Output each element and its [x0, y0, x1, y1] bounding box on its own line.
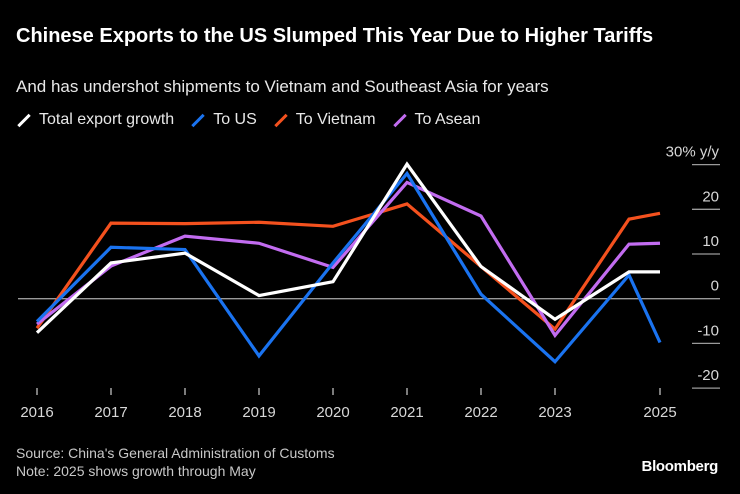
- bloomberg-logo: Bloomberg: [641, 458, 719, 475]
- chart-title: Chinese Exports to the US Slumped This Y…: [16, 25, 654, 47]
- x-tick-label: 2020: [316, 404, 349, 421]
- y-tick-label: -20: [697, 367, 719, 384]
- y-tick-label: 10: [702, 233, 719, 250]
- x-tick-label: 2023: [538, 404, 571, 421]
- x-tick-label: 2025: [643, 404, 676, 421]
- y-tick-label: 20: [702, 188, 719, 205]
- y-tick-label: 0: [711, 278, 719, 295]
- x-tick-label: 2017: [94, 404, 127, 421]
- x-tick-label: 2016: [20, 404, 53, 421]
- series-line-total-export-growth: [35, 161, 660, 334]
- source-note: Source: China's General Administration o…: [16, 445, 335, 461]
- legend-label: To Asean: [414, 111, 481, 128]
- series-line-to-vietnam: [35, 202, 661, 332]
- legend-item-total: Total export growth: [16, 111, 174, 129]
- x-tick-label: 2022: [464, 404, 497, 421]
- x-tick-label: 2021: [390, 404, 423, 421]
- legend-item-asean: To Asean: [392, 111, 481, 129]
- chart-subtitle: And has undershot shipments to Vietnam a…: [16, 77, 549, 96]
- y-tick-label: 30% y/y: [666, 144, 720, 161]
- legend: Total export growth To US To Vietnam To …: [16, 111, 480, 129]
- footer: Source: China's General Administration o…: [16, 444, 335, 480]
- legend-item-us: To US: [190, 111, 257, 129]
- x-tick-label: 2018: [168, 404, 201, 421]
- legend-item-vietnam: To Vietnam: [273, 111, 376, 129]
- legend-label: Total export growth: [39, 111, 175, 128]
- legend-label: To US: [213, 111, 257, 128]
- y-tick-label: -10: [697, 322, 719, 339]
- footnote: Note: 2025 shows growth through May: [16, 463, 256, 479]
- x-tick-label: 2019: [242, 404, 275, 421]
- legend-label: To Vietnam: [295, 111, 376, 128]
- series-line-to-us: [35, 170, 662, 365]
